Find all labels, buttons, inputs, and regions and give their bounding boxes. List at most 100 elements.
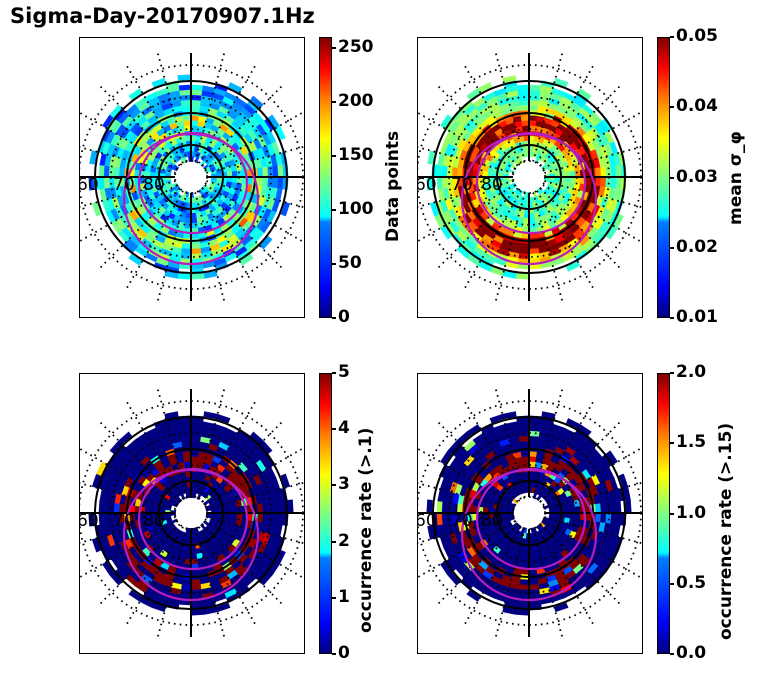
dotted-mlt-line <box>437 187 519 269</box>
heatmap-cell <box>518 247 530 255</box>
dotted-mlt-line <box>536 65 594 164</box>
heatmap-cell <box>610 501 617 514</box>
heatmap-cell <box>178 420 192 427</box>
heatmap-cell <box>272 512 279 525</box>
polar-plot-mean-sigma-phi: 60 70 80 <box>417 37 643 318</box>
heatmap-cell <box>517 425 530 432</box>
heatmap-cell <box>256 503 263 514</box>
dotted-mlt-line <box>464 401 522 500</box>
dotted-mlt-line <box>417 180 514 208</box>
dotted-mlt-line <box>417 146 514 174</box>
heatmap-cell <box>236 506 243 514</box>
oval-poleward-boundary <box>475 467 587 571</box>
heatmap-cell <box>441 176 448 189</box>
heatmap-cell <box>177 74 192 81</box>
heatmap-cell <box>599 502 607 514</box>
latitude-label: 70 <box>451 511 473 531</box>
colorbar-tick-mark <box>332 100 336 103</box>
heatmap-cell <box>261 166 269 178</box>
heatmap-cell <box>181 105 192 112</box>
heatmap-cell <box>441 165 448 178</box>
dotted-mlt-line <box>544 481 643 510</box>
heatmap-cell <box>436 512 443 526</box>
heatmap-cell <box>184 125 192 132</box>
heatmap-cell <box>103 512 110 525</box>
heatmap-cell <box>518 99 530 107</box>
heatmap-cell <box>528 115 538 122</box>
dotted-mlt-line <box>201 187 283 269</box>
heatmap-cell <box>536 524 542 532</box>
dotted-mlt-line <box>532 528 563 637</box>
heatmap-cell <box>522 461 530 468</box>
heatmap-cell <box>180 583 192 591</box>
heatmap-cell <box>477 82 493 94</box>
colorbar-tick-mark <box>332 540 336 543</box>
heatmap-cell <box>202 500 210 506</box>
heatmap-cell <box>599 512 607 524</box>
heatmap-cell <box>261 502 269 514</box>
heatmap-cell <box>190 441 201 448</box>
colorbar-tick-mark <box>332 372 336 374</box>
heatmap-cell <box>103 501 110 514</box>
colorbar-tick-label: 100 <box>338 198 374 219</box>
dotted-mlt-line <box>536 526 594 625</box>
heatmap-cell <box>182 451 192 458</box>
heatmap-cell <box>519 105 530 112</box>
heatmap-cell <box>518 583 530 591</box>
colorbar-tick-mark <box>332 484 336 487</box>
heatmap-cell <box>98 176 105 190</box>
dotted-mlt-line <box>539 85 621 167</box>
heatmap-cell <box>190 247 202 255</box>
colorbar-tick-label: 0.05 <box>676 26 718 46</box>
dotted-mlt-line <box>204 184 303 242</box>
heatmap-cell <box>256 512 263 523</box>
dotted-mlt-line <box>495 53 526 162</box>
colorbar-tick-label: 1.5 <box>676 432 707 453</box>
dotted-mlt-line <box>79 180 176 208</box>
heatmap-cell <box>261 512 269 524</box>
heatmap-cell <box>179 425 192 432</box>
dotted-mlt-line <box>417 184 516 242</box>
colorbar-tick-label: 1.0 <box>676 502 707 523</box>
heatmap-cell <box>177 273 192 280</box>
polar-heatmap-svg: 60 70 80 <box>79 37 305 318</box>
dotted-mlt-line <box>495 528 526 637</box>
colorbar-tick-label: 0.03 <box>676 166 718 187</box>
dotted-mlt-line <box>542 520 641 578</box>
dotted-mlt-line <box>206 145 305 174</box>
dotted-mlt-line <box>532 53 563 162</box>
heatmap-cell <box>565 260 581 272</box>
heatmap-cell <box>528 451 538 458</box>
colorbar-tick-label: 0 <box>338 307 350 327</box>
heatmap-cell <box>280 201 291 217</box>
dotted-mlt-line <box>417 448 516 506</box>
dotted-mlt-line <box>532 389 563 498</box>
latitude-label: 60 <box>417 511 437 531</box>
heatmap-cell <box>261 176 269 188</box>
heatmap-cell <box>594 512 601 523</box>
heatmap-cell <box>604 512 612 524</box>
heatmap-cell <box>441 512 448 525</box>
polar-heatmap-svg: 60 70 80 <box>417 37 643 318</box>
heatmap-cell <box>599 166 607 178</box>
heatmap-cell <box>179 89 192 96</box>
dotted-mlt-line <box>542 112 641 170</box>
dotted-mlt-line <box>201 421 283 503</box>
dotted-mlt-line <box>201 523 283 605</box>
dotted-mlt-line <box>126 65 184 164</box>
heatmap-cell <box>192 492 197 499</box>
dotted-mlt-line <box>417 516 514 544</box>
latitude-label: 70 <box>113 175 135 195</box>
dotted-mlt-line <box>544 145 643 174</box>
heatmap-cell <box>604 166 612 178</box>
heatmap-cell <box>190 430 202 438</box>
heatmap-cell <box>615 176 622 190</box>
latitude-label: 60 <box>79 511 99 531</box>
polar-plot-data-points: 60 70 80 <box>79 37 305 318</box>
heatmap-cell <box>528 242 539 249</box>
colorbar-data-points <box>319 37 332 318</box>
heatmap-cell <box>180 247 192 255</box>
colorbar-tick-label: 5 <box>338 362 350 382</box>
heatmap-cell <box>277 176 284 190</box>
dotted-mlt-line <box>206 481 305 510</box>
